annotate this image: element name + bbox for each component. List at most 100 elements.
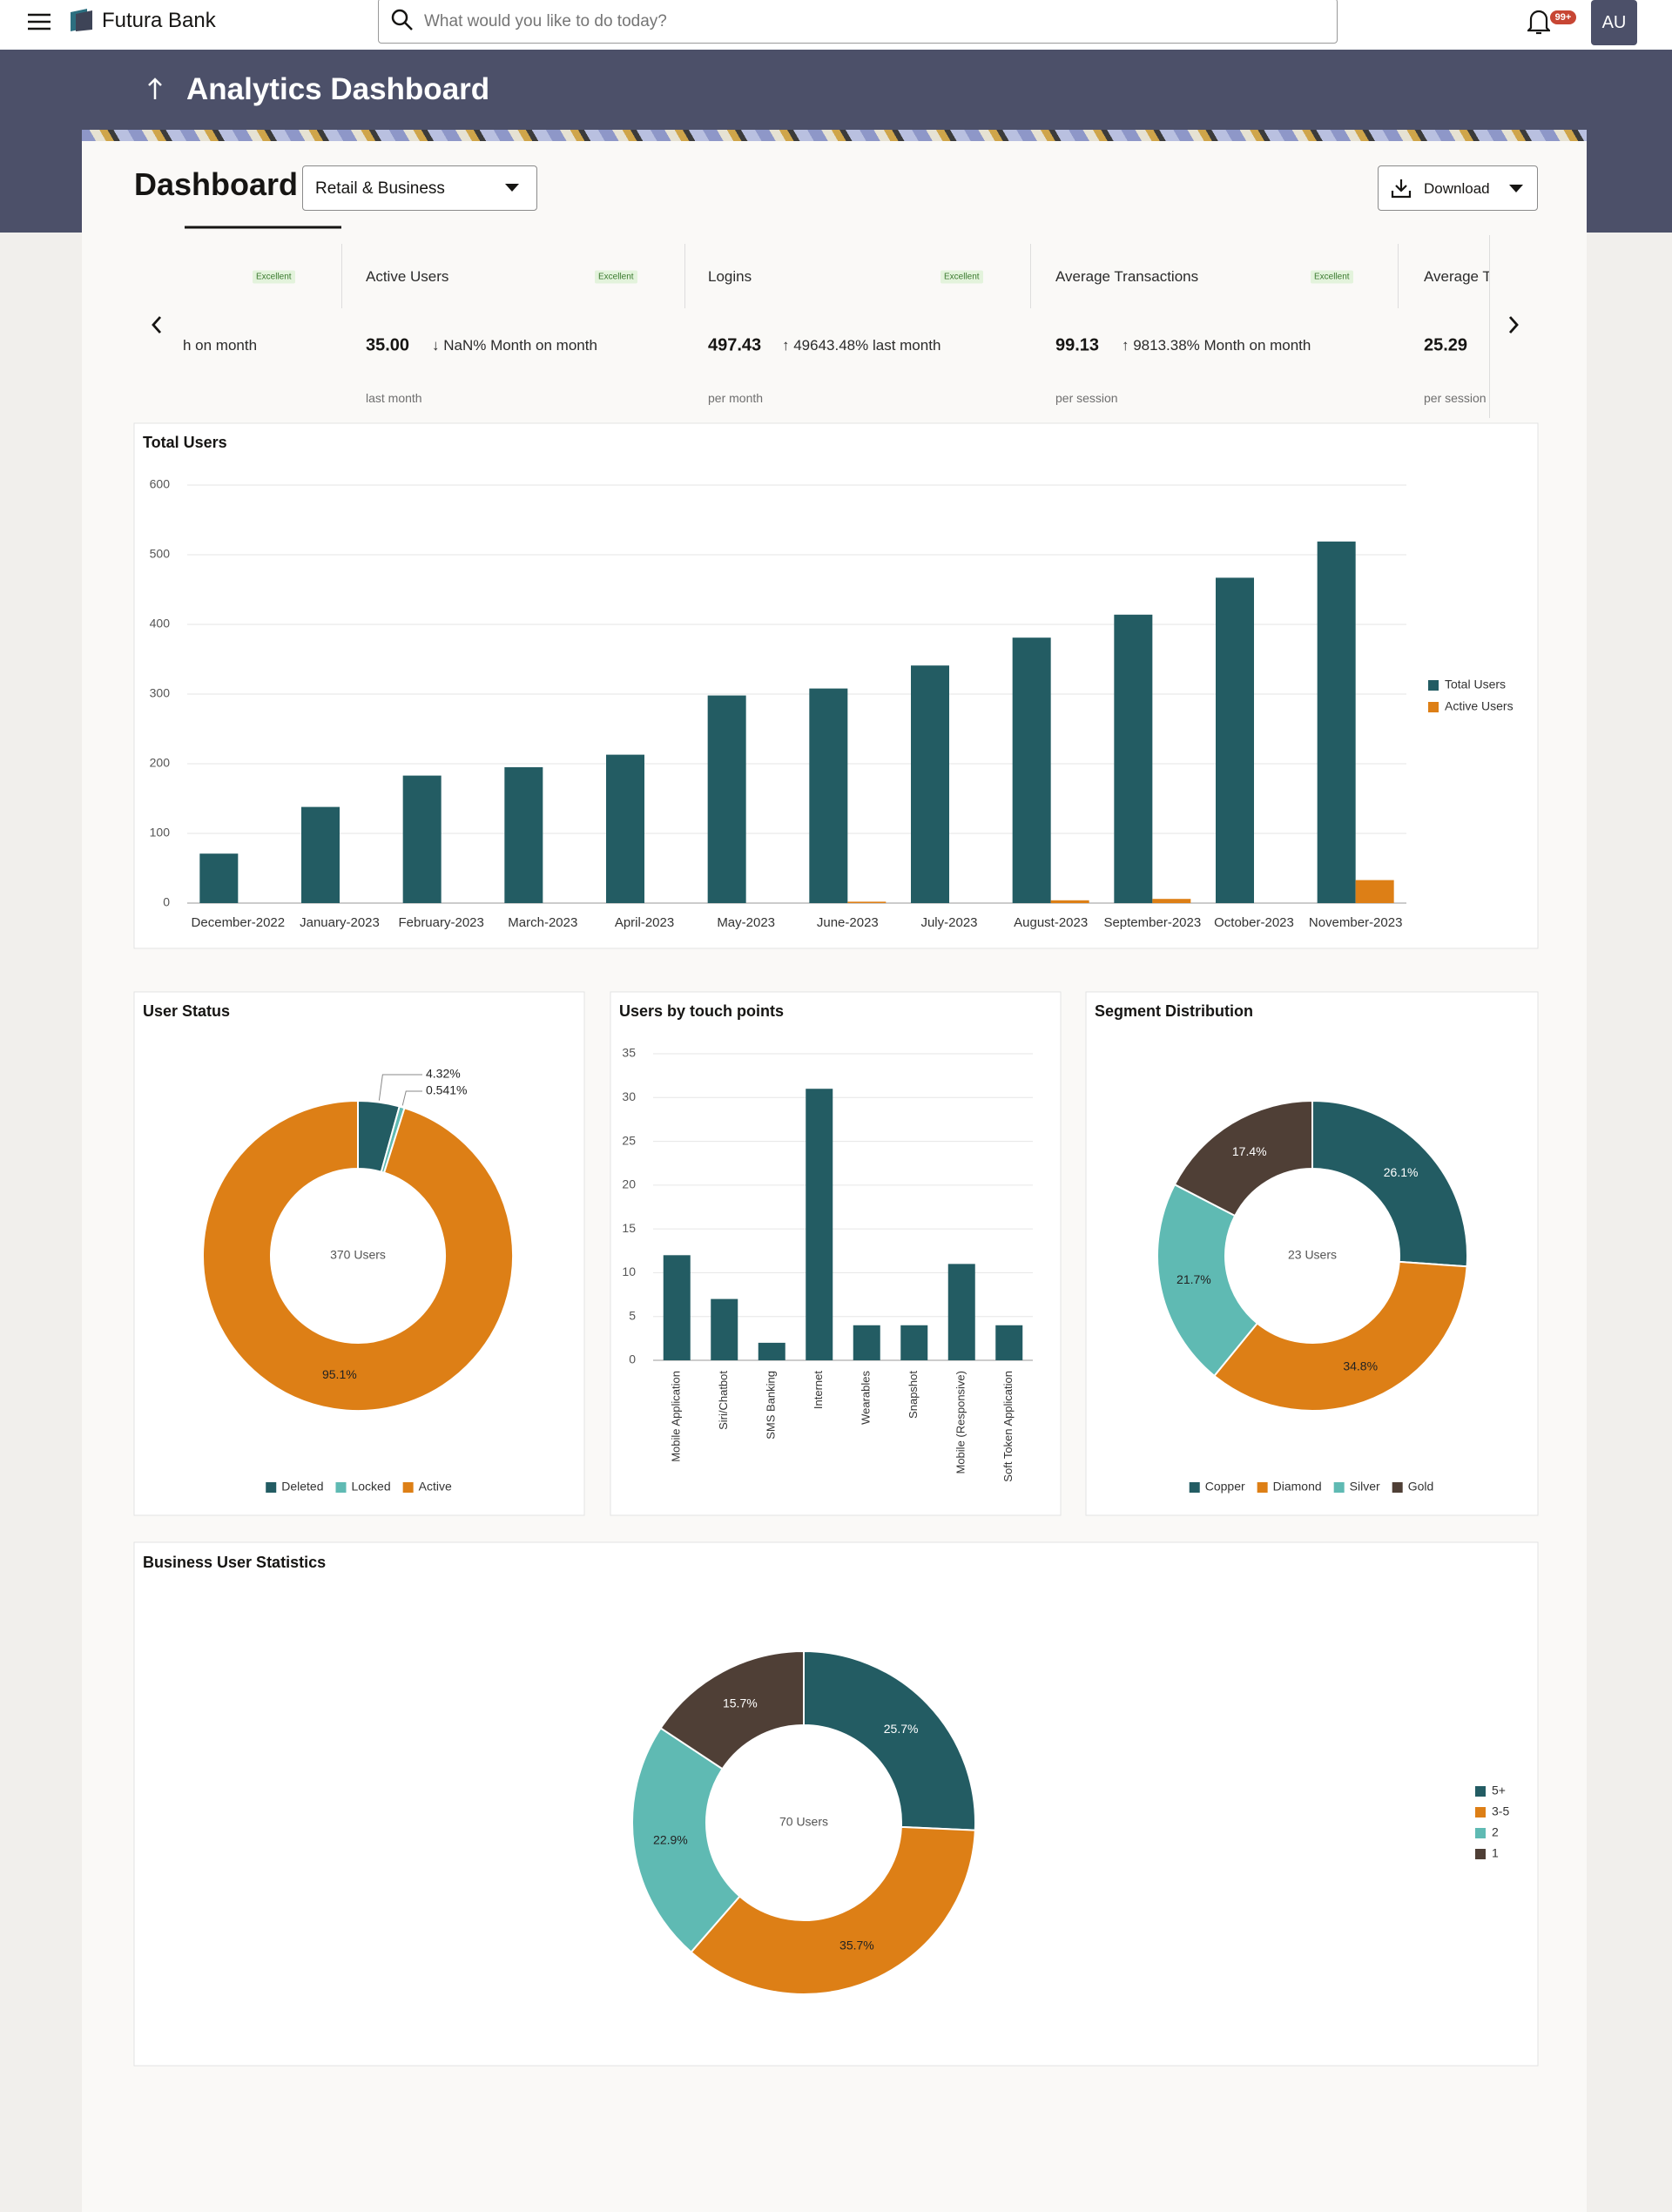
legend-swatch bbox=[1475, 1786, 1486, 1797]
avatar[interactable]: AU bbox=[1591, 0, 1637, 45]
legend-swatch bbox=[1428, 680, 1439, 691]
x-tick-label: October-2023 bbox=[1214, 915, 1294, 930]
bar bbox=[911, 665, 949, 903]
kpi-separator bbox=[1398, 244, 1399, 308]
kpi-carousel: Excellent h on month Active Users Excellent… bbox=[183, 235, 1490, 418]
bar bbox=[707, 695, 746, 903]
kpi-change: ↓ NaN% Month on month bbox=[432, 337, 597, 354]
legend-swatch bbox=[1475, 1828, 1486, 1838]
legend-label: Total Users bbox=[1445, 678, 1506, 691]
bar bbox=[947, 1264, 975, 1360]
y-tick-label: 300 bbox=[150, 686, 171, 700]
legend-swatch bbox=[266, 1482, 277, 1493]
kpi-change: h on month bbox=[183, 337, 258, 354]
slice-label: 95.1% bbox=[322, 1367, 357, 1381]
bar bbox=[606, 754, 644, 903]
kpi-separator bbox=[341, 244, 342, 308]
kpi-separator bbox=[684, 244, 685, 308]
carousel-next[interactable] bbox=[1507, 315, 1520, 334]
slice-label: 15.7% bbox=[723, 1696, 758, 1710]
legend-swatch bbox=[335, 1482, 347, 1493]
chart-title: User Status bbox=[143, 1002, 230, 1020]
bar bbox=[758, 1342, 785, 1360]
bar bbox=[853, 1325, 880, 1360]
legend-label: Gold bbox=[1408, 1480, 1434, 1494]
kpi-title: Average T bbox=[1424, 268, 1490, 285]
kpi-title: Logins bbox=[708, 268, 752, 285]
bar bbox=[847, 901, 887, 903]
x-tick-label: November-2023 bbox=[1309, 915, 1403, 930]
notification-bell[interactable] bbox=[1527, 9, 1550, 35]
leader-line bbox=[401, 1090, 422, 1106]
brand-name: Futura Bank bbox=[102, 9, 216, 32]
y-tick-label: 100 bbox=[150, 826, 171, 840]
bar bbox=[1216, 577, 1254, 903]
kpi-change: ↑ 49643.48% last month bbox=[782, 337, 941, 354]
donut-slice bbox=[1173, 1099, 1313, 1217]
kpi-value: 35.00 bbox=[366, 335, 410, 355]
center-label: 370 Users bbox=[330, 1248, 386, 1262]
x-tick-label: September-2023 bbox=[1103, 915, 1201, 930]
donut-slice bbox=[1156, 1183, 1259, 1378]
donut-slice bbox=[202, 1099, 514, 1412]
x-tick-label: Internet bbox=[812, 1371, 825, 1409]
legend-swatch bbox=[1428, 702, 1439, 712]
chart-title: Business User Statistics bbox=[143, 1554, 326, 1571]
select-value: Retail & Business bbox=[315, 179, 445, 198]
menu-button[interactable] bbox=[28, 12, 51, 31]
kpi-badge: Excellent bbox=[253, 270, 295, 284]
bar bbox=[402, 775, 442, 903]
legend-swatch bbox=[1333, 1482, 1345, 1493]
kpi-badge: Excellent bbox=[1311, 270, 1353, 284]
bar bbox=[1012, 637, 1051, 903]
bar bbox=[301, 806, 340, 903]
bar bbox=[504, 767, 543, 903]
donut-slice bbox=[803, 1649, 976, 1831]
legend-label: Silver bbox=[1350, 1480, 1380, 1494]
bar bbox=[1317, 541, 1356, 903]
search-box[interactable]: What would you like to do today? bbox=[378, 0, 1338, 44]
x-tick-label: June-2023 bbox=[817, 915, 879, 930]
y-tick-label: 0 bbox=[163, 895, 170, 909]
download-button[interactable]: Download bbox=[1378, 165, 1538, 211]
page-title: Analytics Dashboard bbox=[186, 72, 490, 106]
back-arrow[interactable] bbox=[146, 77, 164, 101]
legend-label: Locked bbox=[351, 1480, 390, 1494]
legend-label: 2 bbox=[1492, 1825, 1499, 1839]
kpi-period: per session bbox=[1055, 391, 1118, 405]
donut-slice bbox=[631, 1726, 741, 1954]
x-tick-label: Mobile (Responsive) bbox=[954, 1371, 967, 1474]
bar bbox=[711, 1298, 738, 1360]
segment-select[interactable]: Retail & Business bbox=[302, 165, 537, 211]
bar bbox=[809, 688, 848, 903]
slice-label: 22.9% bbox=[653, 1833, 688, 1847]
slice-label: 0.541% bbox=[426, 1083, 467, 1097]
legend-label: Deleted bbox=[281, 1480, 323, 1494]
legend-label: 3-5 bbox=[1492, 1804, 1509, 1818]
y-tick-label: 15 bbox=[622, 1221, 636, 1235]
donut-slice bbox=[659, 1649, 805, 1770]
legend-swatch bbox=[1475, 1807, 1486, 1817]
slice-label: 4.32% bbox=[426, 1067, 461, 1081]
x-tick-label: December-2022 bbox=[192, 915, 286, 930]
caret bbox=[1509, 185, 1523, 192]
kpi-value: 25.29 bbox=[1424, 335, 1468, 355]
legend-swatch bbox=[1392, 1482, 1403, 1493]
brand-logo bbox=[71, 9, 92, 31]
notification-badge: 99+ bbox=[1550, 10, 1576, 24]
legend-label: Active Users bbox=[1445, 699, 1514, 713]
y-tick-label: 600 bbox=[150, 477, 171, 491]
y-tick-label: 200 bbox=[150, 756, 171, 770]
download-label: Download bbox=[1424, 180, 1490, 197]
y-tick-label: 10 bbox=[622, 1264, 636, 1278]
carousel-prev[interactable] bbox=[150, 315, 164, 334]
card-pattern bbox=[82, 130, 1587, 141]
x-tick-label: March-2023 bbox=[508, 915, 577, 930]
bar bbox=[663, 1255, 691, 1360]
kpi-period: per session bbox=[1424, 391, 1487, 405]
x-tick-label: August-2023 bbox=[1014, 915, 1088, 930]
panel bbox=[610, 991, 1062, 1516]
y-tick-label: 25 bbox=[622, 1133, 636, 1147]
kpi-period: per month bbox=[708, 391, 764, 405]
